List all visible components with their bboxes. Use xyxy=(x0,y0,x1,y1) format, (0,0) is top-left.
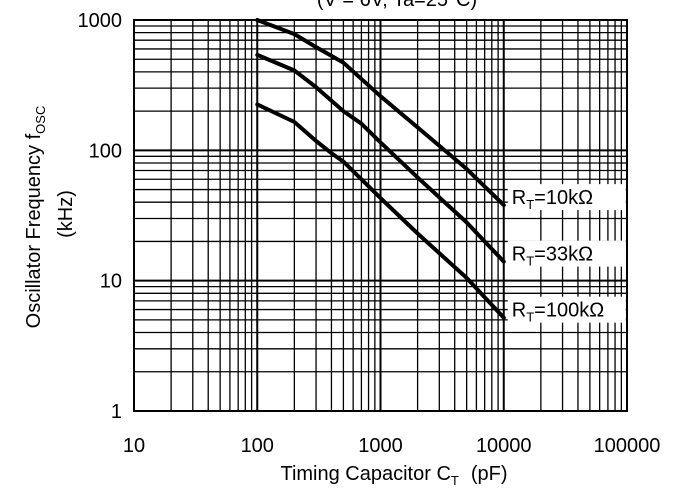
x-tick-label: 100000 xyxy=(594,435,661,457)
chart-title-partial: (V = 6V, Ta=25°C) xyxy=(317,0,477,11)
curve-labels: RT=10kΩ RT=33kΩ RT=100kΩ xyxy=(507,184,626,325)
x-tick-label: 10000 xyxy=(476,435,532,457)
y-axis-label-unit: (kHz) xyxy=(55,190,77,238)
x-axis-label-main: Timing Capacitor C xyxy=(280,463,450,485)
plot-frame xyxy=(133,19,628,412)
y-axis-label: Oscillator Frequency fOSC (kHz) xyxy=(23,106,77,329)
y-tick-label: 1 xyxy=(111,401,122,423)
grid xyxy=(133,19,628,412)
svg-text:Oscillator Frequency fOSC: Oscillator Frequency fOSC xyxy=(23,106,48,329)
series-label-bg-1 xyxy=(507,184,626,211)
series-line-1 xyxy=(255,18,506,208)
curves xyxy=(255,18,506,320)
series-label-bg-3 xyxy=(507,296,626,323)
y-axis-label-sub: OSC xyxy=(33,106,48,134)
series-label-3: RT=100kΩ xyxy=(512,300,604,325)
y-tick-label: 100 xyxy=(89,140,122,162)
x-tick-label: 1000 xyxy=(358,435,403,457)
svg-text:Timing Capacitor CT(pF): Timing Capacitor CT (pF) xyxy=(280,463,507,488)
y-axis-label-main: Oscillator Frequency f xyxy=(23,133,45,328)
series-line-3 xyxy=(255,102,506,320)
x-axis-label: Timing Capacitor CT (pF) xyxy=(280,463,507,488)
x-axis-label-unit: (pF) xyxy=(471,463,508,485)
y-tick-label: 10 xyxy=(100,271,122,293)
x-axis-label-sub: T xyxy=(451,473,459,488)
series-label-1: RT=10kΩ xyxy=(512,187,593,212)
x-tick-label: 10 xyxy=(123,435,145,457)
series-line-2 xyxy=(255,52,506,264)
series-label-2: RT=33kΩ xyxy=(512,244,593,269)
x-tick-label: 100 xyxy=(241,435,274,457)
series-label-bg-2 xyxy=(507,240,626,267)
y-tick-label: 1000 xyxy=(78,10,123,32)
